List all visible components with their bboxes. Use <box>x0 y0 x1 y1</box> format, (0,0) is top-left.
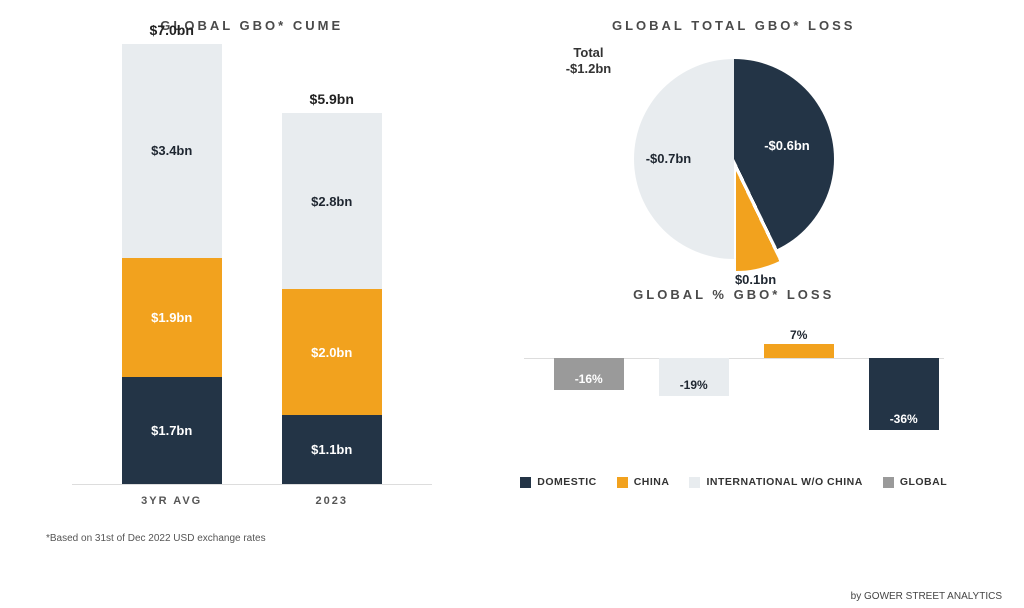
legend-label: CHINA <box>634 476 670 488</box>
pie-slice-label-domestic: -$0.6bn <box>764 138 810 153</box>
bar-xlabel: 2023 <box>282 495 382 507</box>
bar-segment-china: $2.0bn <box>282 289 382 415</box>
pct-loss-chart: -16% -19% 7% -36% <box>524 318 944 458</box>
legend-label: DOMESTIC <box>537 476 596 488</box>
legend-swatch <box>883 477 894 488</box>
bar-segment-china: $1.9bn <box>122 258 222 377</box>
legend-swatch <box>617 477 628 488</box>
dashboard: GLOBAL GBO* CUME $1.7bn$1.9bn$3.4bn$7.0b… <box>0 0 1024 608</box>
bar-xlabel: 3YR AVG <box>122 495 222 507</box>
footnote: *Based on 31st of Dec 2022 USD exchange … <box>46 533 266 544</box>
legend-swatch <box>520 477 531 488</box>
bar-segment-domestic: $1.1bn <box>282 415 382 484</box>
pie-title: GLOBAL TOTAL GBO* LOSS <box>612 18 855 33</box>
pct-bar-china <box>764 344 834 358</box>
legend-item-china: CHINA <box>617 476 670 488</box>
right-panel: GLOBAL TOTAL GBO* LOSS -$0.6bn$0.1bn-$0.… <box>473 18 994 600</box>
pct-title: GLOBAL % GBO* LOSS <box>633 287 834 302</box>
stacked-bar-panel: GLOBAL GBO* CUME $1.7bn$1.9bn$3.4bn$7.0b… <box>30 18 473 600</box>
bar: $1.1bn$2.0bn$2.8bn$5.9bn <box>282 113 382 484</box>
legend-item-global: GLOBAL <box>883 476 947 488</box>
legend: DOMESTIC CHINA INTERNATIONAL W/O CHINA GLOB… <box>520 476 947 488</box>
pct-label-china: 7% <box>764 328 834 342</box>
stacked-bar-xaxis: 3YR AVG 2023 <box>72 485 432 507</box>
legend-label: GLOBAL <box>900 476 947 488</box>
pct-label-global: -16% <box>554 372 624 386</box>
bar-total-label: $7.0bn <box>122 22 222 38</box>
bar-segment-intl: $3.4bn <box>122 44 222 258</box>
pie-slice-label-intl: -$0.7bn <box>646 151 692 166</box>
bar-segment-domestic: $1.7bn <box>122 377 222 484</box>
bar-total-label: $5.9bn <box>282 91 382 107</box>
pie-slice-label-china: $0.1bn <box>735 272 776 287</box>
stacked-bar-chart: $1.7bn$1.9bn$3.4bn$7.0bn $1.1bn$2.0bn$2.8… <box>72 45 432 485</box>
legend-item-intl: INTERNATIONAL W/O CHINA <box>689 476 862 488</box>
legend-label: INTERNATIONAL W/O CHINA <box>706 476 862 488</box>
bar: $1.7bn$1.9bn$3.4bn$7.0bn <box>122 44 222 484</box>
legend-swatch <box>689 477 700 488</box>
pct-label-intl: -19% <box>659 378 729 392</box>
pct-label-domestic: -36% <box>869 412 939 426</box>
bar-segment-intl: $2.8bn <box>282 113 382 289</box>
pie-exploded-china <box>636 71 836 271</box>
pie-total-label: Total-$1.2bn <box>566 45 612 76</box>
pie-chart: -$0.6bn$0.1bn-$0.7bnTotal-$1.2bn <box>624 49 844 269</box>
credit: by GOWER STREET ANALYTICS <box>851 591 1002 602</box>
legend-item-domestic: DOMESTIC <box>520 476 596 488</box>
